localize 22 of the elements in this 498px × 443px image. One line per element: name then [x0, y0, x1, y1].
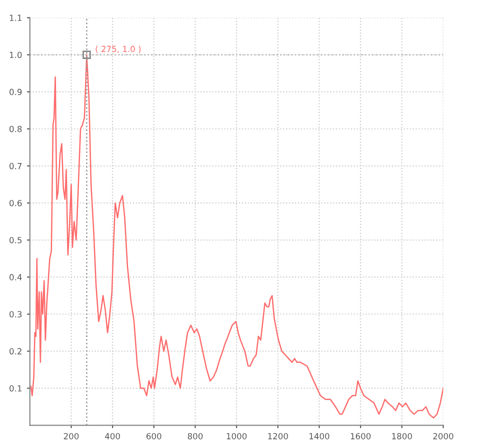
x-tick-label: 600 [146, 433, 162, 440]
x-tick-label: 800 [188, 433, 203, 440]
y-tick-label: 0.8 [10, 126, 22, 132]
y-tick-label: 0.4 [10, 274, 22, 280]
y-tick-label: 0.7 [10, 162, 22, 170]
x-tick-label: 1200 [268, 433, 288, 440]
x-tick-label: 2000 [433, 433, 454, 440]
y-tick-label: 0.9 [10, 88, 22, 96]
y-tick-label: 0.5 [10, 237, 22, 244]
y-tick-label: 0.6 [10, 200, 22, 206]
x-tick-label: 1000 [226, 433, 247, 440]
x-tick-label: 200 [64, 433, 79, 440]
x-tick-label: 1800 [392, 433, 412, 440]
y-tick-label: 1.1 [10, 14, 22, 21]
x-tick-label: 400 [105, 433, 120, 440]
y-tick-label: 0.3 [10, 311, 22, 318]
y-tick-label: 0.2 [10, 348, 22, 354]
x-tick-label: 1400 [310, 433, 330, 440]
annotation: ( 275, 1.0 ) [96, 46, 141, 54]
x-tick-label: 1600 [350, 433, 371, 440]
y-tick-label: 1.0 [10, 52, 22, 58]
y-tick-label: 0.1 [10, 385, 22, 392]
